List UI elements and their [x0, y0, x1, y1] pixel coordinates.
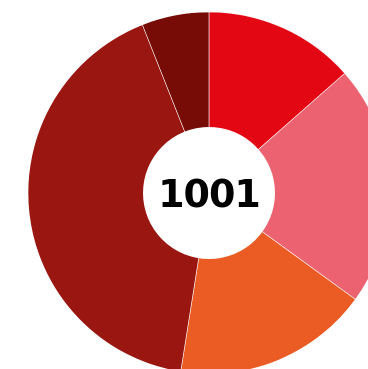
- pie-slice-2: [208, 72, 368, 300]
- donut-hole: [143, 127, 275, 259]
- pie-slice-4: [27, 24, 210, 369]
- center-label: 1001: [158, 172, 260, 216]
